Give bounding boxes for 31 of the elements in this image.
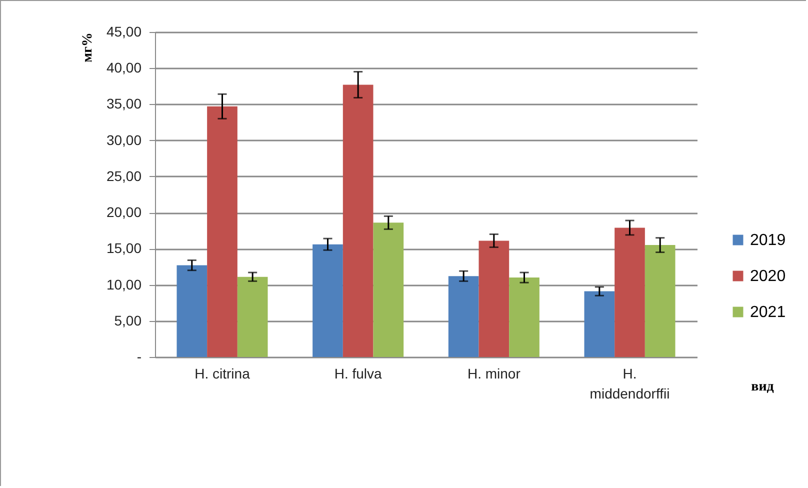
legend-label: 2019 [750,232,786,249]
bar [373,222,404,357]
bar [237,276,268,357]
y-tick-label: 10,00 [106,276,142,292]
y-tick-label: 25,00 [106,168,142,184]
y-tick-label: 20,00 [106,204,142,220]
bar [584,291,615,357]
y-tick-label: 45,00 [106,24,142,40]
x-tick-label: H. middendorffii [590,366,670,402]
y-tick-label: - [136,348,142,364]
y-tick-label: 35,00 [106,96,142,112]
bar [448,276,479,357]
bar [176,265,208,357]
y-tick-label: 5,00 [114,312,142,328]
bar [312,244,343,357]
legend-label: 2020 [750,268,786,285]
bar [207,106,238,357]
y-tick-label: 40,00 [106,60,142,76]
x-tick-label: H. citrina [194,366,250,382]
bar [478,240,510,357]
y-tick-label: 30,00 [106,132,142,148]
x-axis-title: вид [751,380,774,394]
bar [342,84,374,357]
bar [509,278,540,357]
bar [644,245,676,357]
y-axis-title: мг% [80,32,96,62]
bar [614,228,645,357]
y-tick-label: 15,00 [106,240,142,256]
x-tick-label: H. fulva [334,366,382,382]
x-tick-label: H. minor [467,366,521,382]
legend-label: 2021 [750,304,786,321]
